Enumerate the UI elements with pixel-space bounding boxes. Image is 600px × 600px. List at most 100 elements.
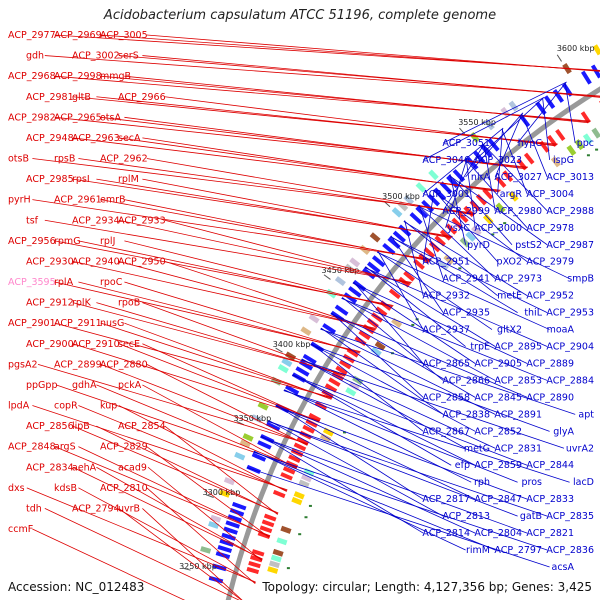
label-connector-right xyxy=(403,220,498,296)
reverse-gene xyxy=(217,545,233,553)
gene-label-left: otsB xyxy=(8,154,29,165)
gene-label-left: ACP_2950 xyxy=(118,256,166,267)
reverse-gene xyxy=(552,89,564,103)
gene-label-right: ACP_2858 xyxy=(422,392,470,403)
label-connector-left xyxy=(124,199,431,262)
label-connector-left xyxy=(146,34,600,72)
forward-gene xyxy=(523,152,535,165)
gene-label-right: ACP_2804 xyxy=(474,528,522,539)
gene-label-right: ACP_2889 xyxy=(526,358,574,369)
rna-feature xyxy=(268,560,280,569)
label-connector-right xyxy=(292,374,528,466)
label-connector-right xyxy=(432,190,528,263)
label-connector-left xyxy=(124,75,589,124)
rna-feature xyxy=(438,260,449,271)
rna-feature xyxy=(298,479,310,489)
label-connector-right xyxy=(376,251,550,330)
label-connector-left xyxy=(142,178,452,239)
label-connector-right xyxy=(377,250,424,330)
forward-gene xyxy=(263,513,277,522)
gene-label-left: ACP_2854 xyxy=(118,421,166,432)
label-connector-left xyxy=(100,75,590,123)
label-connector-left xyxy=(44,219,412,283)
gene-label-left: ACP_2969 xyxy=(54,30,102,41)
gene-label-left: secE xyxy=(118,339,140,350)
misc-feature xyxy=(349,257,361,268)
label-connector-right xyxy=(390,235,518,313)
gene-label-right: ACP_3013 xyxy=(546,172,594,183)
label-connector-right xyxy=(320,328,496,415)
gene-label-right: ACP_2937 xyxy=(422,325,470,336)
misc-feature xyxy=(391,207,403,218)
forward-gene xyxy=(502,170,514,183)
gene-label-left: serS xyxy=(118,51,139,62)
gene-label-left: ACP_2856 xyxy=(26,421,74,432)
label-connector-right xyxy=(521,113,548,178)
gene-label-left: ACP_2912 xyxy=(26,298,74,309)
label-connector-right xyxy=(331,312,424,398)
label-connector-right xyxy=(253,451,548,551)
kbp-tick xyxy=(275,347,283,353)
gene-label-right: ACP_2905 xyxy=(474,358,522,369)
gene-label-left: gdhA xyxy=(72,380,97,391)
accession-text: Accession: NC_012483 xyxy=(8,580,145,594)
gene-label-right: ACP_2941 xyxy=(442,274,490,285)
misc-feature xyxy=(239,439,251,449)
kbp-tick-label: 3550 kbp xyxy=(458,118,496,127)
label-connector-right xyxy=(330,312,476,398)
gene-label-right: metE xyxy=(497,291,522,302)
reverse-gene xyxy=(392,230,406,243)
gene-label-right: ACP_2865 xyxy=(422,358,470,369)
gene-label-right: pstS2 xyxy=(515,240,542,251)
rna-feature xyxy=(348,381,360,391)
gene-label-right: ACP_2838 xyxy=(442,409,490,420)
gene-label-right: ACP_2891 xyxy=(494,409,542,420)
label-connector-right xyxy=(301,358,496,449)
rna-feature xyxy=(319,433,332,443)
label-connector-right xyxy=(474,97,544,161)
label-connector-right xyxy=(422,189,435,262)
label-connector-right xyxy=(310,344,550,432)
forward-gene xyxy=(555,128,566,142)
gene-label-right: ACP_2973 xyxy=(494,274,542,285)
label-connector-left xyxy=(100,34,600,72)
gene-label-left: tdh xyxy=(26,503,42,514)
label-connector-left xyxy=(164,219,411,285)
forward-gene xyxy=(288,454,301,463)
gene-label-left: ACP_2934 xyxy=(72,215,120,226)
reverse-gene xyxy=(480,144,493,158)
gene-label-right: ACP_3046 xyxy=(422,155,470,166)
gene-label-right: ACP_2935 xyxy=(442,308,490,319)
label-connector-left xyxy=(146,446,270,538)
gene-label-right: ysxC xyxy=(447,223,470,234)
gene-label-right: pyrD xyxy=(467,240,490,251)
rna-feature xyxy=(345,387,357,397)
forward-gene xyxy=(375,306,388,317)
label-connector-right xyxy=(341,296,444,381)
label-connector-right xyxy=(352,282,476,364)
misc-feature xyxy=(200,546,212,554)
gene-label-right: lacD xyxy=(573,477,594,488)
gene-label-right: ACP_3001 xyxy=(422,189,470,200)
reverse-gene xyxy=(371,255,386,268)
reverse-gene xyxy=(343,292,358,304)
forward-gene xyxy=(251,549,265,557)
kbp-tick xyxy=(182,567,191,571)
gene-label-left: ACP_2998 xyxy=(54,71,102,82)
reverse-gene xyxy=(382,242,396,256)
rna-feature xyxy=(280,525,292,534)
gene-label-left: ACP_2901 xyxy=(8,318,56,329)
gene-label-right: metG xyxy=(464,443,490,454)
gene-label-right: ACP_2932 xyxy=(422,291,470,302)
label-connector-left xyxy=(142,384,297,469)
reverse-gene xyxy=(265,421,281,432)
label-connector-left xyxy=(32,405,288,491)
gene-label-left: rplM xyxy=(118,174,139,185)
label-connector-left xyxy=(118,343,320,422)
gene-label-left: uvrB xyxy=(118,503,140,514)
label-connector-right xyxy=(564,82,576,144)
label-connector-right xyxy=(275,405,528,500)
label-connector-left xyxy=(142,343,320,423)
label-connector-right xyxy=(433,189,498,262)
misc-feature xyxy=(334,276,346,287)
